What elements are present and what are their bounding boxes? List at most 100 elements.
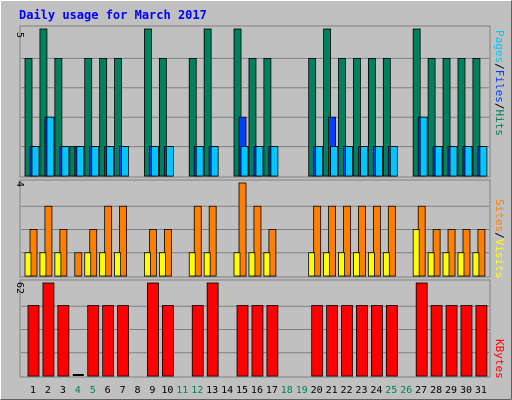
pages-bar: [91, 146, 100, 177]
hits-bar: [233, 28, 242, 177]
visits-bar: [99, 252, 107, 277]
pages-bar: [374, 146, 383, 177]
kbytes-bar: [87, 305, 100, 377]
pages-bar: [240, 146, 249, 177]
kbytes-bar: [430, 305, 443, 377]
visits-bar: [203, 252, 211, 277]
sites-bar: [343, 205, 351, 277]
visits-bar: [323, 252, 331, 277]
kbytes-bar: [385, 305, 398, 377]
pages-bar: [270, 146, 279, 177]
x-axis-tick-label: 21: [326, 385, 338, 396]
x-axis-tick-label: 25: [385, 385, 397, 396]
kbytes-bar: [445, 305, 458, 377]
kbytes-bar: [251, 305, 264, 377]
pages-bar: [389, 146, 398, 177]
hits-bar: [353, 58, 361, 177]
pages-bar: [76, 146, 85, 177]
pages-bar: [479, 146, 488, 177]
pages-bar: [195, 146, 204, 177]
x-axis-tick-label: 15: [236, 385, 248, 396]
visits-bar: [427, 252, 435, 277]
x-axis-tick-label: 10: [161, 385, 173, 396]
hits-bar: [308, 58, 317, 177]
hits-bar: [248, 58, 257, 177]
hits-bar: [99, 58, 108, 177]
hits-bar: [382, 58, 391, 177]
sites-bar: [74, 252, 83, 277]
visits-bar: [412, 229, 420, 277]
x-axis-tick-label: 3: [60, 385, 66, 396]
visits-bar: [338, 252, 345, 277]
x-axis-tick-label: 13: [206, 385, 218, 396]
hits-ymax-label: 5: [14, 32, 25, 38]
pages-bar: [106, 146, 115, 177]
pages-bar: [449, 146, 458, 177]
kbytes-bar: [236, 305, 249, 377]
hits-bar: [39, 28, 48, 177]
hits-bar: [472, 58, 481, 177]
pages-bar: [121, 146, 129, 177]
kbytes-bar: [147, 282, 159, 377]
x-axis-tick-label: 1: [30, 385, 36, 396]
pages-bar: [345, 146, 353, 177]
sites-bar: [208, 205, 217, 277]
hits-bar: [442, 58, 451, 177]
x-axis-tick-label: 17: [266, 385, 278, 396]
legend-sites: Sites: [493, 199, 506, 232]
visits-bar: [54, 252, 62, 277]
sites-bar: [238, 182, 247, 277]
sites-legend: Sites/Visits: [493, 199, 506, 279]
kbytes-bar: [117, 305, 129, 377]
visits-bar: [39, 252, 47, 277]
visits-bar: [367, 252, 375, 277]
pages-bar: [46, 116, 55, 177]
x-axis-labels: 1 2 3 4 5 6 7 8 9 10 11 12 13 14 15 16 17 18 19 20 21 22 23 24 2…: [30, 385, 487, 396]
x-axis-tick-label: 29: [445, 385, 457, 396]
hits-bar: [144, 28, 152, 177]
sites-bar: [328, 205, 337, 277]
kbytes-bar: [311, 305, 324, 377]
x-axis-tick-label: 12: [191, 385, 203, 396]
x-axis-tick-label: 4: [75, 385, 81, 396]
pages-bar: [31, 146, 40, 177]
kbytes-bar: [42, 282, 55, 377]
hits-bar: [24, 58, 33, 177]
x-axis-tick-label: 5: [90, 385, 96, 396]
visits-bar: [308, 252, 316, 277]
pages-bar: [360, 146, 368, 177]
x-axis-tick-label: 19: [296, 385, 308, 396]
hits-bar: [54, 58, 63, 177]
sites-bar: [387, 205, 396, 277]
bars: [24, 28, 488, 377]
hits-bar: [323, 28, 332, 177]
pages-bar: [434, 146, 443, 177]
hits-legend: Pages/Files/Hits: [493, 30, 506, 136]
visits-bar: [442, 252, 450, 277]
legend-sep-1: /: [493, 63, 506, 70]
legend-kbytes: KBytes: [493, 339, 506, 379]
sites-bar: [313, 205, 322, 277]
visits-bar: [114, 252, 121, 277]
kbytes-bar: [266, 305, 279, 377]
legend-hits: Hits: [493, 110, 506, 137]
visits-bar: [158, 252, 166, 277]
x-axis-tick-label: 11: [176, 385, 188, 396]
visits-bar: [144, 252, 151, 277]
x-axis-tick-label: 14: [221, 385, 233, 396]
x-axis-tick-label: 24: [370, 385, 382, 396]
x-axis-tick-label: 16: [251, 385, 263, 396]
kbytes-bar: [102, 305, 115, 377]
visits-bar: [382, 252, 390, 277]
hits-bar: [188, 58, 197, 177]
kbytes-bar: [356, 305, 368, 377]
legend-sep-3: /: [493, 232, 506, 239]
pages-bar: [419, 116, 428, 177]
x-axis-tick-label: 28: [430, 385, 442, 396]
hits-bar: [158, 58, 167, 177]
pages-bar: [464, 146, 473, 177]
x-axis-tick-label: 2: [45, 385, 51, 396]
sites-bar: [193, 205, 202, 277]
x-axis-tick-label: 22: [341, 385, 353, 396]
